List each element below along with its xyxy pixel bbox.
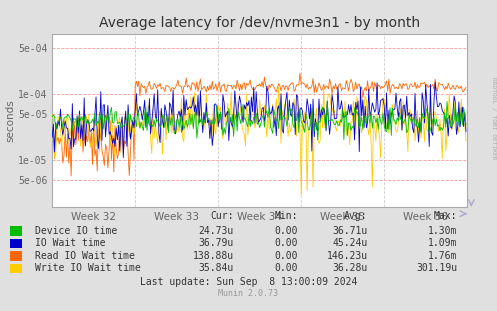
Text: 0.00: 0.00 [275, 238, 298, 248]
Title: Average latency for /dev/nvme3n1 - by month: Average latency for /dev/nvme3n1 - by mo… [99, 16, 420, 30]
Text: 45.24u: 45.24u [332, 238, 368, 248]
Text: 24.73u: 24.73u [198, 226, 234, 236]
Text: 36.71u: 36.71u [332, 226, 368, 236]
Text: IO Wait time: IO Wait time [35, 238, 105, 248]
Text: Min:: Min: [275, 211, 298, 221]
Text: Avg:: Avg: [344, 211, 368, 221]
Text: RRDTOOL / TOBI OETIKER: RRDTOOL / TOBI OETIKER [491, 77, 496, 160]
Text: 35.84u: 35.84u [198, 263, 234, 273]
Text: 0.00: 0.00 [275, 263, 298, 273]
Y-axis label: seconds: seconds [5, 99, 15, 142]
Text: Last update: Sun Sep  8 13:00:09 2024: Last update: Sun Sep 8 13:00:09 2024 [140, 276, 357, 286]
Text: 301.19u: 301.19u [416, 263, 457, 273]
Text: 1.76m: 1.76m [428, 251, 457, 261]
Text: 0.00: 0.00 [275, 251, 298, 261]
Text: 0.00: 0.00 [275, 226, 298, 236]
Text: Max:: Max: [434, 211, 457, 221]
Text: 1.30m: 1.30m [428, 226, 457, 236]
Text: 146.23u: 146.23u [327, 251, 368, 261]
Text: Device IO time: Device IO time [35, 226, 117, 236]
Text: Munin 2.0.73: Munin 2.0.73 [219, 289, 278, 298]
Text: 138.88u: 138.88u [192, 251, 234, 261]
Text: 36.79u: 36.79u [198, 238, 234, 248]
Text: 36.28u: 36.28u [332, 263, 368, 273]
Text: Cur:: Cur: [210, 211, 234, 221]
Text: 1.09m: 1.09m [428, 238, 457, 248]
Text: Write IO Wait time: Write IO Wait time [35, 263, 141, 273]
Text: Read IO Wait time: Read IO Wait time [35, 251, 135, 261]
